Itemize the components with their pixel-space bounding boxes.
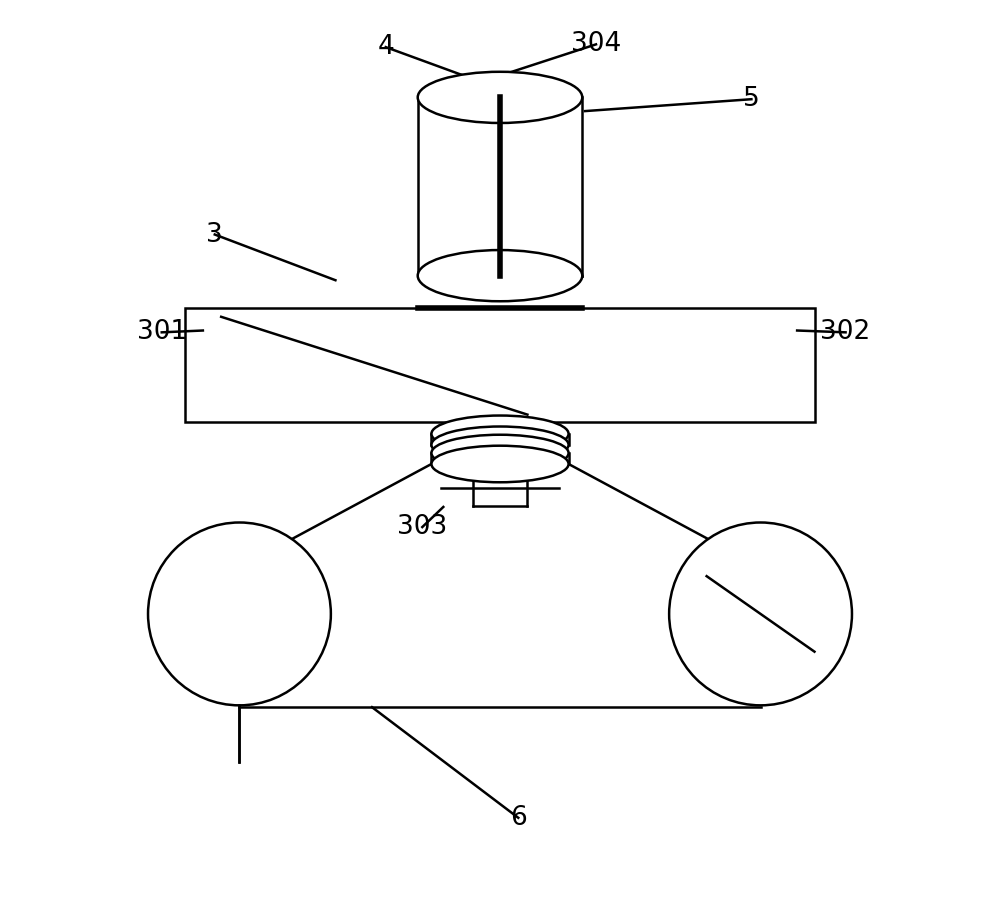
Text: 301: 301 [137, 319, 187, 346]
Text: 4: 4 [377, 34, 394, 61]
Ellipse shape [418, 72, 582, 123]
Ellipse shape [431, 446, 569, 482]
Circle shape [148, 523, 331, 705]
Text: 302: 302 [820, 319, 871, 346]
Ellipse shape [418, 250, 582, 302]
Text: 6: 6 [510, 805, 527, 831]
Bar [185, 307, 815, 422]
Text: 5: 5 [743, 86, 760, 112]
Text: 3: 3 [206, 222, 223, 248]
Text: 303: 303 [397, 514, 447, 540]
Ellipse shape [431, 435, 569, 471]
Ellipse shape [431, 415, 569, 452]
Circle shape [669, 523, 852, 705]
Text: 304: 304 [571, 31, 621, 58]
Ellipse shape [431, 426, 569, 463]
